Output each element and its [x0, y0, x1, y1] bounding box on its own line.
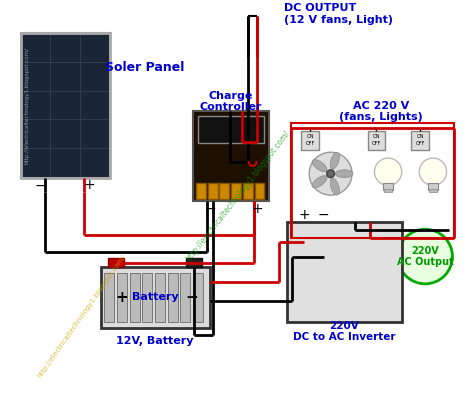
Text: OFF: OFF — [416, 141, 425, 146]
Bar — [117, 273, 127, 322]
Bar — [130, 273, 139, 322]
Text: Soler Panel: Soler Panel — [105, 61, 184, 74]
Bar — [243, 183, 253, 199]
Bar — [143, 273, 152, 322]
Text: OFF: OFF — [372, 141, 381, 146]
Ellipse shape — [330, 178, 339, 195]
Circle shape — [213, 121, 220, 129]
Bar — [20, 33, 110, 177]
Circle shape — [379, 276, 389, 286]
Circle shape — [374, 158, 402, 185]
Bar — [287, 223, 402, 322]
Bar — [429, 189, 437, 192]
Text: +: + — [116, 290, 128, 305]
Text: ON: ON — [373, 134, 380, 139]
Bar — [368, 131, 385, 150]
Text: −: − — [186, 290, 199, 305]
Text: ON: ON — [306, 134, 314, 139]
Circle shape — [379, 237, 389, 247]
Text: Battery: Battery — [132, 293, 178, 303]
Bar — [231, 183, 241, 199]
Bar — [301, 131, 319, 150]
Bar — [181, 273, 190, 322]
Bar — [155, 273, 165, 322]
Text: http://electricaltechnology1.blogspot.com/: http://electricaltechnology1.blogspot.co… — [25, 47, 30, 164]
Text: 220V
AC Output: 220V AC Output — [397, 246, 454, 267]
Text: http://electricaltechnology1.blogspot.com/: http://electricaltechnology1.blogspot.co… — [37, 253, 127, 379]
Circle shape — [309, 152, 352, 195]
Circle shape — [327, 170, 335, 177]
Bar — [219, 183, 229, 199]
Bar — [168, 273, 178, 322]
Circle shape — [299, 243, 357, 301]
Bar — [255, 183, 264, 199]
Bar — [104, 273, 114, 322]
Bar — [196, 183, 206, 199]
Text: −: − — [318, 208, 329, 222]
Text: +: + — [83, 178, 95, 192]
Bar — [383, 183, 393, 190]
Text: +: + — [299, 208, 310, 222]
Circle shape — [201, 121, 209, 129]
Bar — [428, 183, 438, 190]
Bar — [208, 183, 218, 199]
Text: 12V, Battery: 12V, Battery — [117, 336, 194, 346]
Text: Charge
Controller: Charge Controller — [200, 91, 263, 112]
Bar — [291, 123, 455, 238]
Text: 220V
DC to AC Inverter: 220V DC to AC Inverter — [293, 321, 395, 343]
Text: −: − — [205, 202, 217, 216]
Circle shape — [419, 158, 447, 185]
Circle shape — [398, 229, 452, 284]
Bar — [186, 259, 202, 267]
Ellipse shape — [312, 160, 327, 172]
Bar — [100, 267, 210, 328]
Bar — [193, 111, 269, 201]
Bar — [384, 189, 392, 192]
Bar — [198, 116, 264, 143]
Bar — [193, 273, 203, 322]
Text: +: + — [252, 202, 263, 216]
Text: OFF: OFF — [305, 141, 315, 146]
Ellipse shape — [312, 176, 327, 188]
Bar — [109, 259, 124, 267]
Text: http://electricaltechnology1.blogspot.com/: http://electricaltechnology1.blogspot.co… — [184, 129, 292, 263]
Circle shape — [363, 303, 373, 312]
Bar — [411, 131, 429, 150]
Ellipse shape — [336, 170, 353, 177]
Ellipse shape — [330, 152, 339, 169]
Text: −: − — [34, 178, 46, 192]
Circle shape — [224, 121, 232, 129]
Text: AC 220 V
(fans, Lights): AC 220 V (fans, Lights) — [339, 101, 423, 122]
Circle shape — [379, 257, 389, 266]
Text: DC OUTPUT
(12 V fans, Light): DC OUTPUT (12 V fans, Light) — [284, 3, 393, 25]
Text: ON: ON — [417, 134, 424, 139]
Bar — [20, 33, 110, 177]
